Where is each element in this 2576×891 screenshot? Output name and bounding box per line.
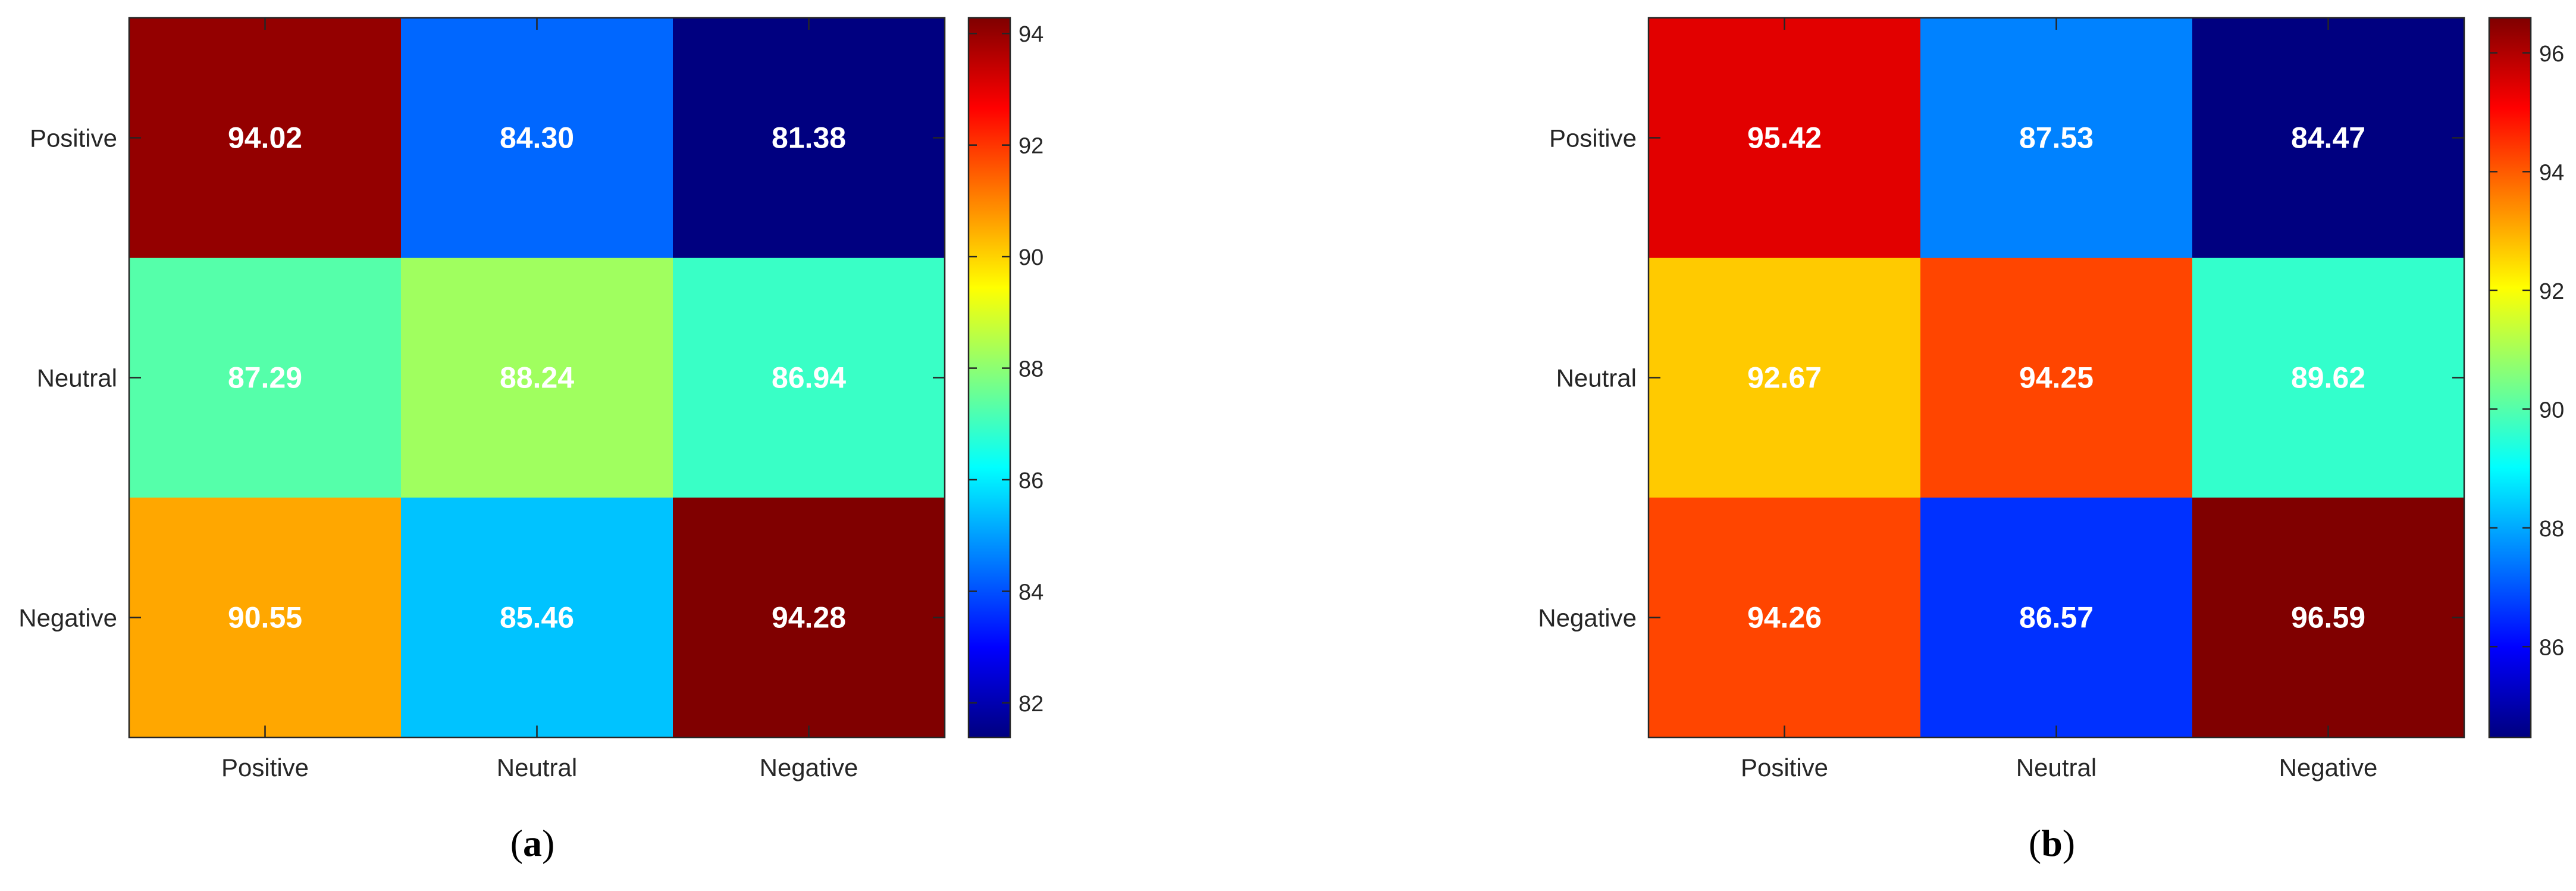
colorbar-tick-label: 88 xyxy=(2539,517,2564,542)
caption-letter: b xyxy=(2041,822,2063,864)
cell-value-label: 90.55 xyxy=(228,601,302,634)
cell-value-label: 88.24 xyxy=(500,361,574,395)
caption-paren-close: ) xyxy=(542,822,554,864)
cell-value-label: 87.29 xyxy=(228,361,302,395)
x-tick-label: Neutral xyxy=(497,754,577,781)
heatmap-cell xyxy=(129,498,401,737)
colorbar-frame xyxy=(2488,17,2532,739)
colorbar xyxy=(969,18,1010,737)
heatmap-cell xyxy=(129,18,401,258)
cell-value-label: 94.25 xyxy=(2019,361,2094,395)
colorbar-tick-label: 82 xyxy=(1019,692,1043,717)
x-tick-label: Neutral xyxy=(2016,754,2096,781)
colorbar-tick-label: 94 xyxy=(2539,160,2564,185)
colorbar-tick-label: 90 xyxy=(1019,245,1043,270)
x-tick-label: Negative xyxy=(760,754,858,781)
colorbar-tick-label: 86 xyxy=(2539,635,2564,660)
cell-value-label: 96.59 xyxy=(2291,601,2365,634)
panel-caption: (a) xyxy=(510,822,555,864)
cell-value-label: 81.38 xyxy=(772,121,846,155)
cell-value-label: 84.30 xyxy=(500,121,574,155)
colorbar-tick-label: 92 xyxy=(1019,134,1043,159)
panel-caption: (b) xyxy=(2029,822,2075,864)
heatmap-cell xyxy=(1920,18,2192,258)
caption-paren-open: ( xyxy=(2029,822,2041,864)
cell-value-label: 94.02 xyxy=(228,121,302,155)
x-tick-label: Negative xyxy=(2279,754,2378,781)
cell-value-label: 92.67 xyxy=(1747,361,1822,395)
y-tick-label: Positive xyxy=(30,124,117,152)
heatmap-cell xyxy=(2192,258,2464,498)
y-tick-label: Negative xyxy=(18,604,117,632)
colorbar-tick-label: 88 xyxy=(1019,357,1043,382)
heatmap-cell xyxy=(1649,498,1920,737)
colorbar xyxy=(2489,18,2531,737)
heatmap-cell xyxy=(1649,258,1920,498)
heatmap-cell xyxy=(129,258,401,498)
heatmap-cell xyxy=(1649,18,1920,258)
y-tick-label: Negative xyxy=(1538,604,1637,632)
colorbar-tick-label: 84 xyxy=(1019,580,1043,605)
heatmap-cell xyxy=(673,258,945,498)
colorbar-tick-label: 90 xyxy=(2539,398,2564,423)
cell-value-label: 94.28 xyxy=(772,601,846,634)
x-tick-label: Positive xyxy=(1741,754,1828,781)
colorbar-frame xyxy=(967,17,1011,739)
cell-value-label: 85.46 xyxy=(500,601,574,634)
colorbar-tick-label: 92 xyxy=(2539,279,2564,304)
cell-value-label: 89.62 xyxy=(2291,361,2365,395)
heatmap-cell xyxy=(1920,258,2192,498)
cell-value-label: 84.47 xyxy=(2291,121,2365,155)
colorbar-tick-label: 86 xyxy=(1019,468,1043,493)
colorbar-tick-label: 94 xyxy=(1019,22,1043,47)
heatmap-cell xyxy=(1920,498,2192,737)
heatmap-cell xyxy=(2192,498,2464,737)
y-tick-label: Neutral xyxy=(1556,364,1637,392)
cell-value-label: 86.94 xyxy=(772,361,846,395)
cell-value-label: 86.57 xyxy=(2019,601,2094,634)
heatmap-b: 95.42 87.53 84.47 92.67 94.25 89.62 94.26 86.57… xyxy=(1538,17,2564,864)
heatmap-cell xyxy=(401,18,673,258)
heatmap-a: 94.02 84.30 81.38 87.29 88.24 86.94 90.55 85.46… xyxy=(18,17,1043,864)
heatmap-cell xyxy=(673,498,945,737)
heatmap-cell xyxy=(401,498,673,737)
cell-value-label: 95.42 xyxy=(1747,121,1822,155)
y-tick-label: Positive xyxy=(1549,124,1637,152)
caption-paren-close: ) xyxy=(2063,822,2075,864)
cell-value-label: 94.26 xyxy=(1747,601,1822,634)
heatmap-cell xyxy=(2192,18,2464,258)
cell-value-label: 87.53 xyxy=(2019,121,2094,155)
x-tick-label: Positive xyxy=(221,754,309,781)
heatmap-cell xyxy=(673,18,945,258)
caption-letter: a xyxy=(523,822,542,864)
y-tick-label: Neutral xyxy=(37,364,117,392)
colorbar-tick-label: 96 xyxy=(2539,42,2564,67)
heatmap-cell xyxy=(401,258,673,498)
caption-paren-open: ( xyxy=(510,822,523,864)
